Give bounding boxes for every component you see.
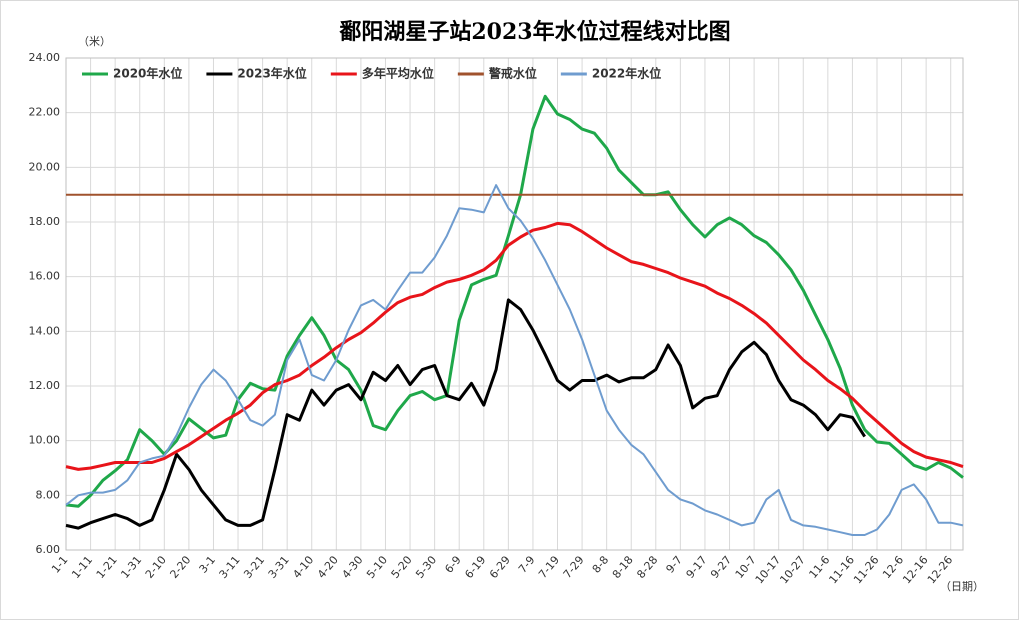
y-unit: （米） xyxy=(78,35,111,48)
legend-label: 2020年水位 xyxy=(113,66,182,81)
x-unit: （日期） xyxy=(940,580,984,593)
y-tick-label: 16.00 xyxy=(29,270,61,283)
series-line xyxy=(65,298,866,530)
series-line xyxy=(65,184,964,536)
y-tick-label: 20.00 xyxy=(29,160,61,173)
legend-label: 警戒水位 xyxy=(488,66,537,81)
chart-title: 鄱阳湖星子站2023年水位过程线对比图 xyxy=(338,19,730,45)
y-tick-label: 24.00 xyxy=(29,51,61,64)
y-tick-label: 10.00 xyxy=(29,434,61,447)
legend-label: 2023年水位 xyxy=(237,66,306,81)
legend-label: 多年平均水位 xyxy=(362,66,434,81)
y-tick-label: 14.00 xyxy=(29,324,61,337)
y-tick-label: 22.00 xyxy=(29,106,61,119)
y-tick-label: 12.00 xyxy=(29,379,61,392)
y-tick-label: 18.00 xyxy=(29,215,61,228)
plot-frame xyxy=(65,57,964,551)
series-line xyxy=(65,221,964,471)
y-tick-label: 8.00 xyxy=(36,488,61,501)
y-tick-label: 6.00 xyxy=(36,543,61,556)
legend-label: 2022年水位 xyxy=(592,66,661,81)
legend: 2020年水位 2023年水位 多年平均水位 警戒水位 2022年水位 xyxy=(82,66,661,81)
